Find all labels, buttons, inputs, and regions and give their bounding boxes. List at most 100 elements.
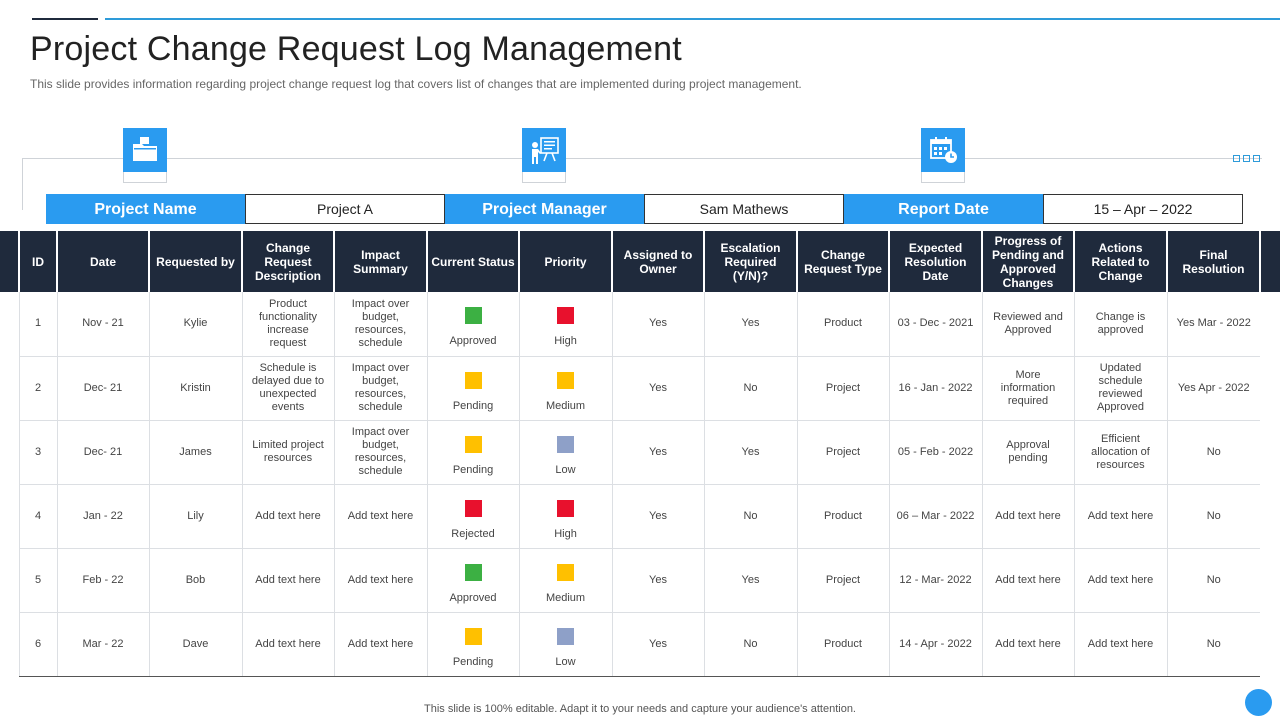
status-indicator bbox=[464, 435, 482, 453]
cell-expected: 12 - Mar- 2022 bbox=[888, 548, 982, 613]
cell-impact: Impact over budget, resources, schedule bbox=[333, 356, 427, 421]
dot bbox=[1243, 155, 1250, 162]
footer-note: This slide is 100% editable. Adapt it to… bbox=[424, 703, 856, 715]
row-edge bbox=[0, 612, 19, 676]
cell-actions: Add text here bbox=[1073, 612, 1167, 677]
row-edge bbox=[0, 420, 19, 484]
table-row: 3 Dec- 21 James Limited project resources Im… bbox=[0, 420, 1280, 485]
dot bbox=[1253, 155, 1260, 162]
status-cell: Pending bbox=[426, 356, 519, 421]
cell-expected: 06 – Mar - 2022 bbox=[888, 484, 982, 549]
row-edge bbox=[0, 356, 19, 420]
cell-by: Lily bbox=[148, 484, 242, 549]
column-header: Escalation Required (Y/N)? bbox=[703, 231, 797, 292]
status-label: Rejected bbox=[451, 527, 495, 540]
cell-type: Product bbox=[796, 292, 889, 357]
page-title: Project Change Request Log Management bbox=[30, 30, 682, 68]
status-indicator bbox=[464, 627, 482, 645]
cell-actions: Efficient allocation of resources bbox=[1073, 420, 1167, 485]
priority-label: High bbox=[554, 527, 577, 540]
change-log-table: ID Date Requested by Change Request Desc… bbox=[0, 231, 1280, 677]
cell-desc: Add text here bbox=[241, 612, 334, 677]
cell-type: Product bbox=[796, 612, 889, 677]
priority-label: Medium bbox=[545, 591, 586, 604]
column-header: Current Status bbox=[426, 231, 519, 292]
cell-final: No bbox=[1166, 420, 1260, 485]
priority-indicator bbox=[557, 307, 574, 325]
cell-final: No bbox=[1166, 484, 1260, 549]
column-header: Assigned to Owner bbox=[611, 231, 704, 292]
presentation-icon bbox=[522, 128, 566, 172]
status-cell: Rejected bbox=[426, 484, 519, 549]
column-header: Expected Resolution Date bbox=[888, 231, 982, 292]
column-header: Change Request Description bbox=[241, 231, 334, 292]
column-header: Requested by bbox=[148, 231, 242, 292]
folder-icon bbox=[123, 128, 167, 172]
status-indicator bbox=[464, 307, 482, 325]
cell-actions: Change is approved bbox=[1073, 292, 1167, 357]
status-cell: Pending bbox=[426, 612, 519, 677]
cell-date: Jan - 22 bbox=[56, 484, 149, 549]
cell-escalation: No bbox=[703, 612, 797, 677]
project-name-value: Project A bbox=[245, 194, 445, 224]
cell-type: Product bbox=[796, 484, 889, 549]
cell-by: Dave bbox=[148, 612, 242, 677]
row-edge bbox=[1260, 356, 1280, 420]
cell-escalation: Yes bbox=[703, 420, 797, 485]
cell-id: 6 bbox=[18, 612, 57, 677]
table-header-row: ID Date Requested by Change Request Desc… bbox=[0, 231, 1280, 292]
status-cell: Approved bbox=[426, 292, 519, 357]
cell-owner: Yes bbox=[611, 484, 704, 549]
row-edge bbox=[0, 292, 19, 356]
header-edge bbox=[1259, 231, 1280, 292]
cell-date: Nov - 21 bbox=[56, 292, 149, 357]
cell-impact: Add text here bbox=[333, 548, 427, 613]
project-info-row: Project Name Project A Project Manager S… bbox=[46, 194, 1243, 224]
cell-desc: Product functionality increase request bbox=[241, 292, 334, 357]
cell-expected: 14 - Apr - 2022 bbox=[888, 612, 982, 677]
status-indicator bbox=[464, 499, 482, 517]
priority-cell: High bbox=[518, 292, 612, 357]
page-subtitle: This slide provides information regardin… bbox=[30, 77, 802, 91]
pagination-dots bbox=[1233, 155, 1260, 162]
priority-indicator bbox=[557, 371, 574, 389]
column-header: Change Request Type bbox=[796, 231, 889, 292]
cell-id: 3 bbox=[18, 420, 57, 485]
status-label: Pending bbox=[452, 655, 494, 668]
cell-owner: Yes bbox=[611, 612, 704, 677]
cell-id: 5 bbox=[18, 548, 57, 613]
priority-label: Low bbox=[555, 463, 576, 476]
cell-impact: Impact over budget, resources, schedule bbox=[333, 420, 427, 485]
row-edge bbox=[1260, 548, 1280, 612]
cell-escalation: No bbox=[703, 484, 797, 549]
row-edge bbox=[1260, 420, 1280, 484]
cell-by: Kristin bbox=[148, 356, 242, 421]
priority-indicator bbox=[557, 627, 574, 645]
report-date-value: 15 – Apr – 2022 bbox=[1043, 194, 1243, 224]
cell-date: Dec- 21 bbox=[56, 420, 149, 485]
status-indicator bbox=[464, 563, 482, 581]
cell-progress: Approval pending bbox=[981, 420, 1074, 485]
priority-indicator bbox=[557, 563, 574, 581]
cell-progress: Add text here bbox=[981, 484, 1074, 549]
priority-cell: Low bbox=[518, 420, 612, 485]
status-label: Pending bbox=[452, 399, 494, 412]
cell-desc: Add text here bbox=[241, 484, 334, 549]
priority-indicator bbox=[557, 435, 574, 453]
priority-label: Low bbox=[555, 655, 576, 668]
cell-date: Mar - 22 bbox=[56, 612, 149, 677]
cell-final: Yes Mar - 2022 bbox=[1166, 292, 1260, 357]
status-label: Approved bbox=[449, 335, 497, 348]
project-name-label: Project Name bbox=[46, 194, 245, 224]
cell-desc: Schedule is delayed due to unexpected ev… bbox=[241, 356, 334, 421]
column-header: Date bbox=[56, 231, 149, 292]
priority-cell: Low bbox=[518, 612, 612, 677]
cell-expected: 05 - Feb - 2022 bbox=[888, 420, 982, 485]
cell-impact: Add text here bbox=[333, 484, 427, 549]
column-header: Impact Summary bbox=[333, 231, 427, 292]
cell-owner: Yes bbox=[611, 292, 704, 357]
cell-progress: More information required bbox=[981, 356, 1074, 421]
cell-final: Yes Apr - 2022 bbox=[1166, 356, 1260, 421]
cell-escalation: Yes bbox=[703, 292, 797, 357]
status-label: Approved bbox=[449, 591, 497, 604]
